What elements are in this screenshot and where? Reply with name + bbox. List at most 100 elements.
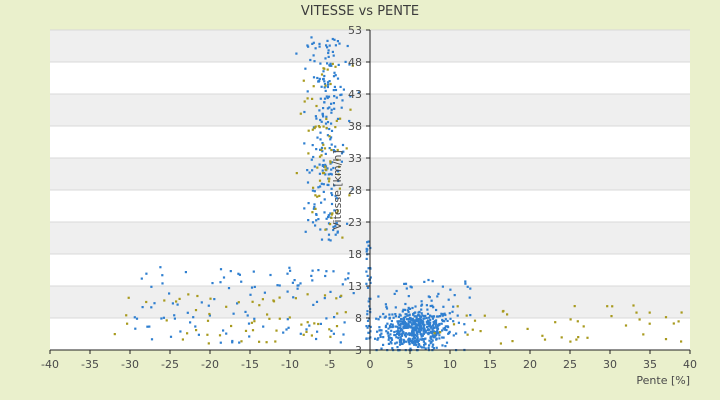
data-point [326, 39, 329, 42]
data-point-secondary [208, 312, 211, 316]
data-point [413, 312, 416, 315]
data-point [409, 285, 412, 288]
data-point-secondary [305, 330, 308, 333]
data-point [408, 343, 411, 346]
data-point [415, 338, 418, 341]
data-point-secondary [320, 73, 324, 76]
data-point [430, 315, 433, 318]
data-point [427, 278, 430, 282]
data-point-secondary [302, 79, 305, 82]
data-point [433, 320, 436, 323]
data-point [332, 75, 336, 78]
data-point [321, 142, 324, 145]
data-point [443, 312, 446, 315]
data-point [411, 330, 414, 333]
data-point [189, 321, 192, 324]
data-point-secondary [339, 117, 342, 120]
data-point [315, 213, 318, 216]
data-point [430, 325, 433, 328]
data-point [423, 328, 426, 331]
data-point [262, 325, 265, 328]
data-point-secondary [576, 320, 579, 323]
x-tick-label: 15 [483, 358, 497, 371]
data-point [304, 230, 307, 233]
data-point [413, 334, 416, 337]
data-point [379, 333, 382, 337]
data-point [375, 317, 378, 320]
data-point-secondary [312, 85, 315, 88]
data-point-secondary [268, 317, 271, 320]
data-point [173, 317, 176, 320]
data-point [236, 302, 239, 305]
data-point [403, 282, 406, 285]
y-axis-label: Vitesse [km/h] [331, 150, 344, 230]
data-point [419, 319, 422, 322]
data-point [219, 281, 222, 284]
data-point [424, 331, 427, 334]
data-point [313, 60, 316, 63]
data-point [401, 310, 404, 313]
data-point [405, 318, 408, 321]
data-point [333, 316, 336, 319]
data-point [388, 313, 391, 316]
data-point [430, 340, 433, 344]
data-point [326, 85, 329, 89]
data-point [310, 36, 313, 39]
data-point-secondary [349, 108, 352, 111]
data-point [387, 331, 390, 334]
data-point [432, 343, 435, 346]
data-point [410, 340, 414, 343]
data-point [394, 306, 397, 309]
data-point-secondary [456, 305, 459, 308]
data-point [394, 315, 397, 318]
data-point [332, 228, 335, 232]
data-point [438, 323, 441, 326]
data-point [330, 108, 333, 111]
y-tick-label: 18 [348, 248, 362, 261]
data-point [312, 76, 316, 79]
data-point [384, 324, 388, 327]
data-point [426, 321, 429, 324]
data-point [325, 317, 328, 320]
data-point [366, 326, 369, 329]
data-point-secondary [648, 311, 651, 314]
data-point [150, 285, 153, 288]
data-point [428, 324, 431, 327]
data-point [337, 63, 340, 66]
data-point-secondary [526, 327, 529, 330]
data-point [400, 334, 404, 337]
data-point [427, 346, 430, 349]
data-point-secondary [344, 311, 347, 314]
data-point-secondary [258, 304, 261, 307]
data-point [423, 317, 426, 320]
data-point [325, 217, 328, 220]
data-point [323, 297, 326, 300]
data-point [404, 315, 407, 319]
data-point [438, 334, 441, 337]
data-point [421, 319, 424, 322]
data-point-secondary [195, 329, 198, 332]
data-point [222, 329, 225, 332]
data-point [377, 318, 380, 321]
data-point [225, 332, 228, 335]
data-point [428, 344, 431, 347]
data-point [431, 332, 434, 335]
data-point [407, 340, 410, 343]
data-point [378, 329, 381, 332]
data-point [440, 322, 443, 325]
data-point [435, 346, 438, 349]
data-point-secondary [335, 297, 338, 300]
data-point [326, 62, 329, 65]
data-point [318, 109, 321, 112]
data-point [194, 325, 197, 328]
data-point [368, 324, 371, 328]
data-point [431, 324, 435, 327]
data-point [208, 314, 211, 317]
data-point [338, 42, 341, 45]
data-point [295, 52, 298, 55]
data-point [423, 323, 426, 326]
data-point [344, 278, 347, 281]
data-point [406, 309, 410, 312]
data-point-secondary [230, 324, 233, 328]
data-point [322, 190, 325, 193]
